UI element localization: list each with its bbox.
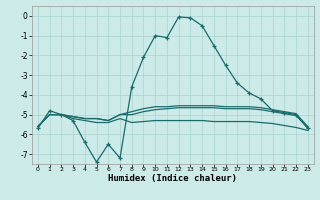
X-axis label: Humidex (Indice chaleur): Humidex (Indice chaleur) (108, 174, 237, 183)
